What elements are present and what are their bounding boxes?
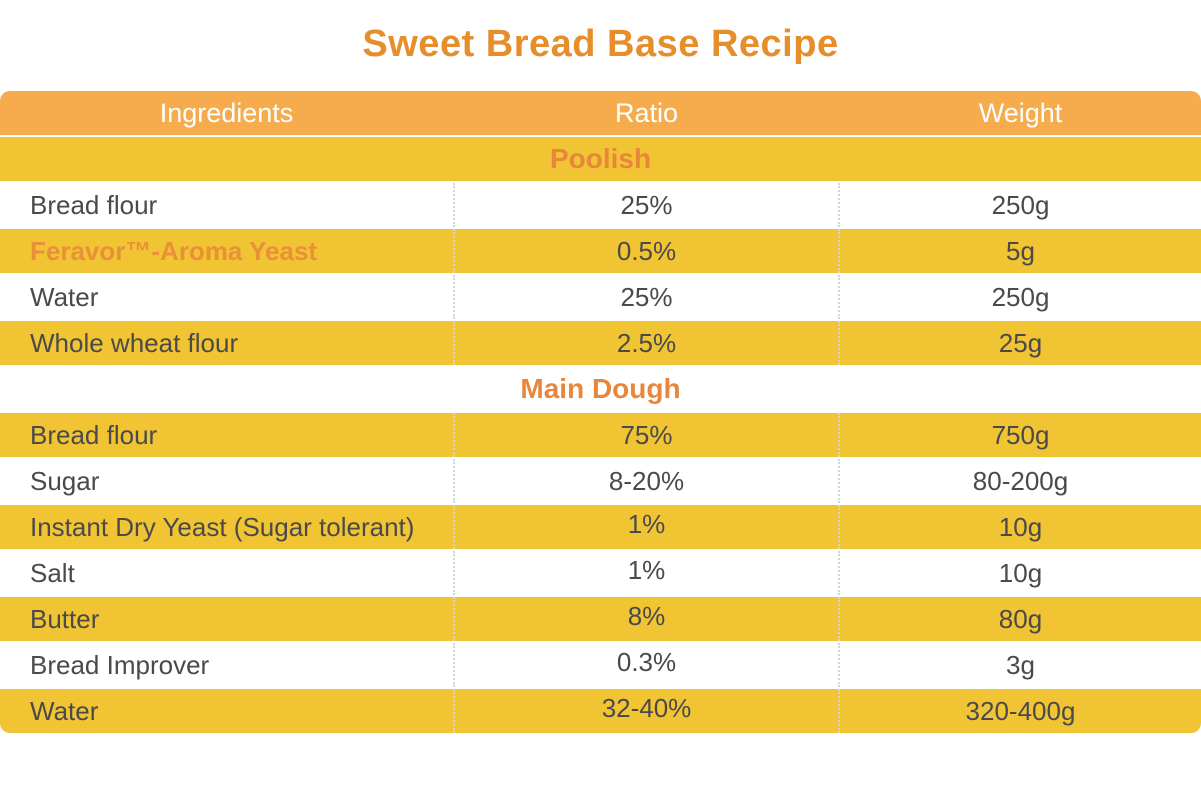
section-row-main-dough: Main Dough — [0, 367, 1201, 411]
ingredient-cell: Water — [0, 275, 453, 319]
page-title: Sweet Bread Base Recipe — [362, 23, 839, 65]
section-title-main-dough: Main Dough — [0, 367, 1201, 411]
ratio-cell: 25% — [453, 183, 840, 227]
recipe-table: Ingredients Ratio Weight Poolish Bread fl… — [0, 89, 1201, 735]
weight-cell: 25g — [840, 321, 1201, 365]
weight-cell: 250g — [840, 275, 1201, 319]
ratio-cell: 8-20% — [453, 459, 840, 503]
ingredient-cell: Bread flour — [0, 413, 453, 457]
ratio-cell: 8% — [453, 597, 840, 641]
ingredient-row: Sugar 8-20% 80-200g — [0, 459, 1201, 503]
ratio-cell: 1% — [453, 551, 840, 595]
ratio-cell: 0.3% — [453, 643, 840, 687]
section-row-poolish: Poolish — [0, 137, 1201, 181]
ingredient-cell: Whole wheat flour — [0, 321, 453, 365]
ingredient-row: Salt 1% 10g — [0, 551, 1201, 595]
ingredient-row: Bread flour 75% 750g — [0, 413, 1201, 457]
ratio-cell: 0.5% — [453, 229, 840, 273]
ratio-cell: 75% — [453, 413, 840, 457]
ingredient-cell: Butter — [0, 597, 453, 641]
weight-cell: 80-200g — [840, 459, 1201, 503]
ingredient-row: Water 32-40% 320-400g — [0, 689, 1201, 733]
column-header-ratio: Ratio — [453, 91, 840, 135]
ratio-cell: 2.5% — [453, 321, 840, 365]
column-header-weight: Weight — [840, 91, 1201, 135]
weight-cell: 320-400g — [840, 689, 1201, 733]
ingredient-row: Feravor™-Aroma Yeast 0.5% 5g — [0, 229, 1201, 273]
weight-cell: 5g — [840, 229, 1201, 273]
weight-cell: 3g — [840, 643, 1201, 687]
weight-cell: 750g — [840, 413, 1201, 457]
ingredient-cell: Water — [0, 689, 453, 733]
weight-cell: 80g — [840, 597, 1201, 641]
weight-cell: 10g — [840, 551, 1201, 595]
ingredient-row: Whole wheat flour 2.5% 25g — [0, 321, 1201, 365]
ingredient-cell: Bread flour — [0, 183, 453, 227]
ingredient-cell: Bread Improver — [0, 643, 453, 687]
ingredient-cell: Instant Dry Yeast (Sugar tolerant) — [0, 505, 453, 549]
ingredient-row: Bread flour 25% 250g — [0, 183, 1201, 227]
ratio-cell: 1% — [453, 505, 840, 549]
ingredient-cell: Feravor™-Aroma Yeast — [0, 229, 453, 273]
section-title-poolish: Poolish — [0, 137, 1201, 181]
ingredient-cell: Sugar — [0, 459, 453, 503]
column-header-ingredients: Ingredients — [0, 91, 453, 135]
ratio-cell: 32-40% — [453, 689, 840, 733]
ingredient-row: Instant Dry Yeast (Sugar tolerant) 1% 10g — [0, 505, 1201, 549]
table-header-row: Ingredients Ratio Weight — [0, 91, 1201, 135]
title-bar: Sweet Bread Base Recipe — [0, 0, 1201, 89]
ingredient-row: Water 25% 250g — [0, 275, 1201, 319]
weight-cell: 10g — [840, 505, 1201, 549]
ingredient-row: Bread Improver 0.3% 3g — [0, 643, 1201, 687]
table-body: Poolish Bread flour 25% 250g Feravor™-Aroma … — [0, 137, 1201, 733]
ingredient-cell: Salt — [0, 551, 453, 595]
ingredient-row: Butter 8% 80g — [0, 597, 1201, 641]
ratio-cell: 25% — [453, 275, 840, 319]
weight-cell: 250g — [840, 183, 1201, 227]
